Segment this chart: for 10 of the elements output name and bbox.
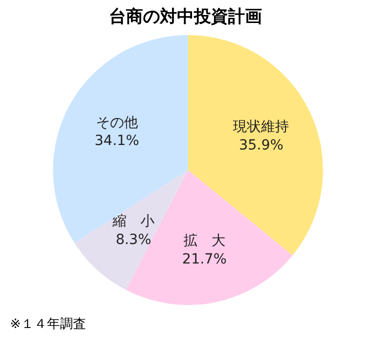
data-label: 34.1% [94,133,140,150]
slice-label: 縮 小 [111,214,154,230]
data-label: 21.7% [182,251,227,268]
data-label: 8.3% [116,232,152,248]
chart-title: 台商の対中投資計画 [109,7,262,27]
text: ※１４年調査 [10,317,86,332]
slice-label: 拡 大 [183,233,226,250]
slice-label: その他 [96,115,138,131]
data-label: 35.9% [238,137,284,154]
slice-label: 現状維持 [233,119,290,136]
